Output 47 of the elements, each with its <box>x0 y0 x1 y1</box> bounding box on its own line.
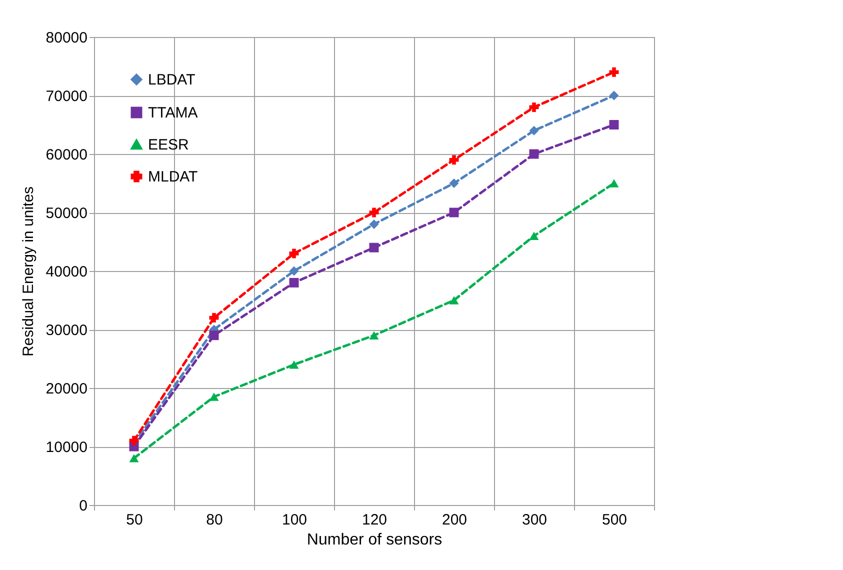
x-axis-title: Number of sensors <box>306 532 442 548</box>
y-tick-label: 30000 <box>46 322 88 339</box>
y-tick-label: 70000 <box>46 88 88 105</box>
x-tick-label: 300 <box>522 512 548 528</box>
point <box>449 155 459 165</box>
point <box>609 90 619 100</box>
point <box>209 330 219 340</box>
x-tick-label: 50 <box>126 512 143 528</box>
point <box>449 296 459 304</box>
point <box>609 67 619 77</box>
legend-label: EESR <box>148 136 190 154</box>
x-tick-label: 120 <box>362 512 388 528</box>
y-tick-label: 80000 <box>46 30 88 46</box>
point <box>449 178 459 188</box>
x-tick-label: 80 <box>206 512 223 528</box>
y-tick-label: 20000 <box>46 380 88 398</box>
point <box>369 331 379 340</box>
point <box>289 248 299 258</box>
y-tick-label: 50000 <box>46 205 88 222</box>
point <box>369 208 379 218</box>
legend-label: MLDAT <box>148 168 198 186</box>
point <box>609 179 619 188</box>
point <box>369 219 379 229</box>
point <box>609 120 619 130</box>
x-tick-label: 200 <box>442 512 468 528</box>
point <box>209 392 219 401</box>
y-axis-title: Residual Energy in unites <box>20 186 37 357</box>
y-tick-label: 0 <box>79 498 88 514</box>
point <box>449 208 459 218</box>
point <box>129 436 139 446</box>
point <box>529 232 539 240</box>
y-tick-label: 60000 <box>46 146 88 164</box>
point <box>529 102 539 112</box>
point <box>369 242 379 252</box>
legend-label: TTAMA <box>148 104 198 122</box>
x-tick-label: 100 <box>282 512 308 528</box>
legend-label: LBDAT <box>148 72 196 88</box>
point <box>289 360 299 369</box>
point <box>529 149 539 159</box>
y-tick-label: 40000 <box>46 264 88 280</box>
point <box>289 278 299 288</box>
x-tick-label: 500 <box>602 512 628 528</box>
point <box>289 266 299 276</box>
point <box>209 313 219 323</box>
point <box>529 126 539 136</box>
y-tick-label: 10000 <box>46 439 88 456</box>
point <box>129 454 139 462</box>
